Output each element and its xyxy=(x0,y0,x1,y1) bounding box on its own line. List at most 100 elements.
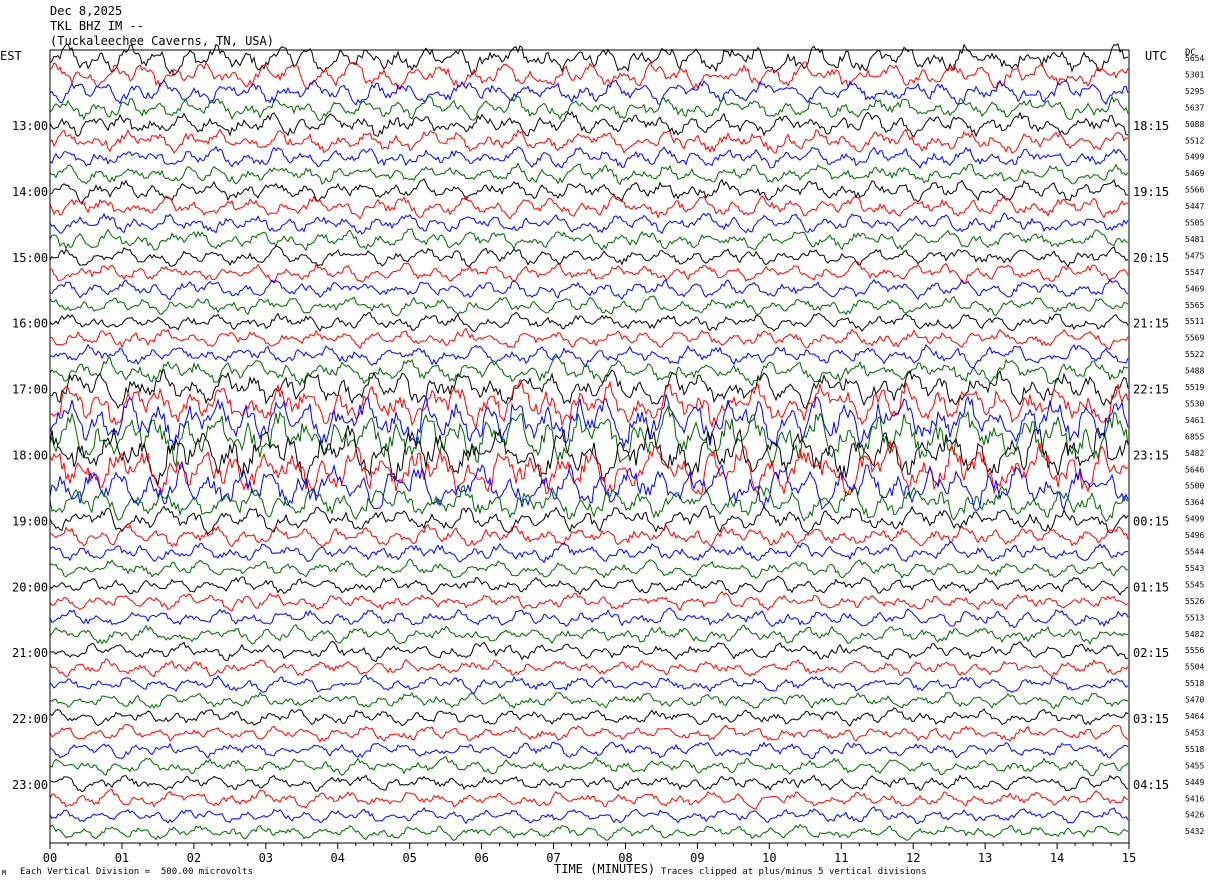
trace-line-47 xyxy=(49,823,1129,841)
trace-line-37 xyxy=(49,658,1129,679)
trace-line-7 xyxy=(49,162,1129,186)
trace-line-5 xyxy=(49,128,1129,154)
dc-offset-value: 5488 xyxy=(1185,367,1204,376)
trace-line-4 xyxy=(49,110,1129,138)
right-hour-label: 00:15 xyxy=(1133,514,1169,528)
dc-offset-value: 5475 xyxy=(1185,251,1204,260)
right-hour-label: 23:15 xyxy=(1133,449,1169,463)
right-hour-label: 21:15 xyxy=(1133,317,1169,331)
x-tick-label: 03 xyxy=(259,851,273,865)
dc-offset-value: 5556 xyxy=(1185,646,1204,655)
dc-offset-value: 5461 xyxy=(1185,416,1204,425)
logo-mark: M xyxy=(2,869,7,877)
right-hour-label: 18:15 xyxy=(1133,119,1169,133)
left-hour-label: 15:00 xyxy=(12,251,48,265)
dc-offset-value: 5447 xyxy=(1185,202,1204,211)
dc-offset-value: 5426 xyxy=(1185,811,1204,820)
left-hour-label: 20:00 xyxy=(12,580,48,594)
trace-line-32 xyxy=(49,575,1129,596)
trace-line-20 xyxy=(49,368,1129,410)
trace-line-44 xyxy=(49,774,1129,793)
dc-offset-value: 5499 xyxy=(1185,515,1204,524)
dc-offset-value: 5530 xyxy=(1185,399,1204,408)
trace-line-39 xyxy=(49,691,1129,710)
trace-line-6 xyxy=(49,145,1129,170)
x-tick-label: 15 xyxy=(1122,851,1136,865)
dc-offset-value: 5566 xyxy=(1185,186,1204,195)
dc-offset-value: 5416 xyxy=(1185,794,1204,803)
dc-offset-value: 6855 xyxy=(1185,432,1204,441)
dc-offset-value: 5364 xyxy=(1185,498,1204,507)
x-axis-title: TIME (MINUTES) xyxy=(554,862,656,876)
scale-note: Each Vertical Division = 500.00 microvol… xyxy=(20,867,253,877)
trace-line-25 xyxy=(49,439,1129,497)
left-hour-label: 19:00 xyxy=(12,514,48,528)
dc-offset-value: 5504 xyxy=(1185,663,1204,672)
dc-offset-value: 5453 xyxy=(1185,728,1204,737)
trace-line-28 xyxy=(49,505,1129,535)
date-label: Dec 8,2025 xyxy=(50,4,123,18)
left-hour-labels: 13:00 14:00 15:00 16:00 17:00 18:00 19:00 20:00… xyxy=(12,119,48,792)
trace-line-30 xyxy=(49,541,1129,564)
dc-offset-value: 5496 xyxy=(1185,531,1204,540)
dc-offset-value: 5512 xyxy=(1185,136,1204,145)
dc-offset-value: 5522 xyxy=(1185,350,1204,359)
trace-line-3 xyxy=(49,95,1129,122)
dc-offset-value: 5547 xyxy=(1185,268,1204,277)
trace-line-24 xyxy=(49,425,1129,486)
x-tick-label: 01 xyxy=(115,851,129,865)
trace-line-35 xyxy=(49,623,1129,645)
x-tick-label: 07 xyxy=(546,851,560,865)
dc-offset-value: 5469 xyxy=(1185,284,1204,293)
trace-line-8 xyxy=(49,178,1129,204)
left-hour-label: 14:00 xyxy=(12,185,48,199)
x-tick-label: 09 xyxy=(690,851,704,865)
trace-line-38 xyxy=(49,674,1129,694)
trace-line-10 xyxy=(49,212,1129,235)
dc-offset-value: 5565 xyxy=(1185,301,1204,310)
trace-line-13 xyxy=(49,260,1129,283)
x-tick-label: 12 xyxy=(906,851,920,865)
dc-offset-value: 5482 xyxy=(1185,449,1204,458)
dc-offset-value: 5449 xyxy=(1185,778,1204,787)
dc-offset-value: 5646 xyxy=(1185,465,1204,474)
dc-offset-value: 5654 xyxy=(1185,54,1204,63)
location-label: (Tuckaleechee Caverns, TN, USA) xyxy=(50,34,274,48)
dc-offset-value: 5544 xyxy=(1185,548,1204,557)
dc-offset-value: 5295 xyxy=(1185,87,1204,96)
trace-line-31 xyxy=(49,558,1129,579)
x-tick-label: 14 xyxy=(1050,851,1064,865)
dc-offset-value: 5505 xyxy=(1185,219,1204,228)
dc-offset-value: 5499 xyxy=(1185,153,1204,162)
trace-line-0 xyxy=(49,43,1129,77)
right-hour-label: 22:15 xyxy=(1133,383,1169,397)
dc-offset-value: 5545 xyxy=(1185,580,1204,589)
dc-offset-value: 5637 xyxy=(1185,103,1204,112)
left-timezone-label: EST xyxy=(0,49,22,63)
dc-header-label: DC xyxy=(1185,48,1196,58)
left-hour-label: 21:00 xyxy=(12,646,48,660)
x-tick-label: 02 xyxy=(187,851,201,865)
x-tick-label: 05 xyxy=(402,851,416,865)
trace-line-46 xyxy=(49,806,1129,825)
trace-line-41 xyxy=(49,723,1129,743)
x-tick-label: 04 xyxy=(331,851,345,865)
dc-offset-value: 5464 xyxy=(1185,712,1204,721)
dc-offset-value: 5500 xyxy=(1185,482,1204,491)
x-tick-label: 00 xyxy=(43,851,57,865)
dc-offset-value: 5088 xyxy=(1185,120,1204,129)
trace-line-11 xyxy=(49,228,1129,252)
trace-line-36 xyxy=(49,640,1129,663)
right-timezone-label: UTC xyxy=(1145,49,1167,63)
dc-offset-value: 5511 xyxy=(1185,317,1204,326)
dc-offset-value: 5513 xyxy=(1185,613,1204,622)
dc-offset-value: 5469 xyxy=(1185,169,1204,178)
right-hour-label: 02:15 xyxy=(1133,646,1169,660)
trace-line-34 xyxy=(49,607,1129,629)
left-hour-label: 23:00 xyxy=(12,778,48,792)
dc-offset-labels: 5654 5301 5295 5637 5088 5512 5499 5469 5566 5447… xyxy=(1185,54,1204,836)
right-hour-label: 20:15 xyxy=(1133,251,1169,265)
seismic-traces xyxy=(49,43,1129,841)
trace-line-45 xyxy=(49,788,1129,810)
